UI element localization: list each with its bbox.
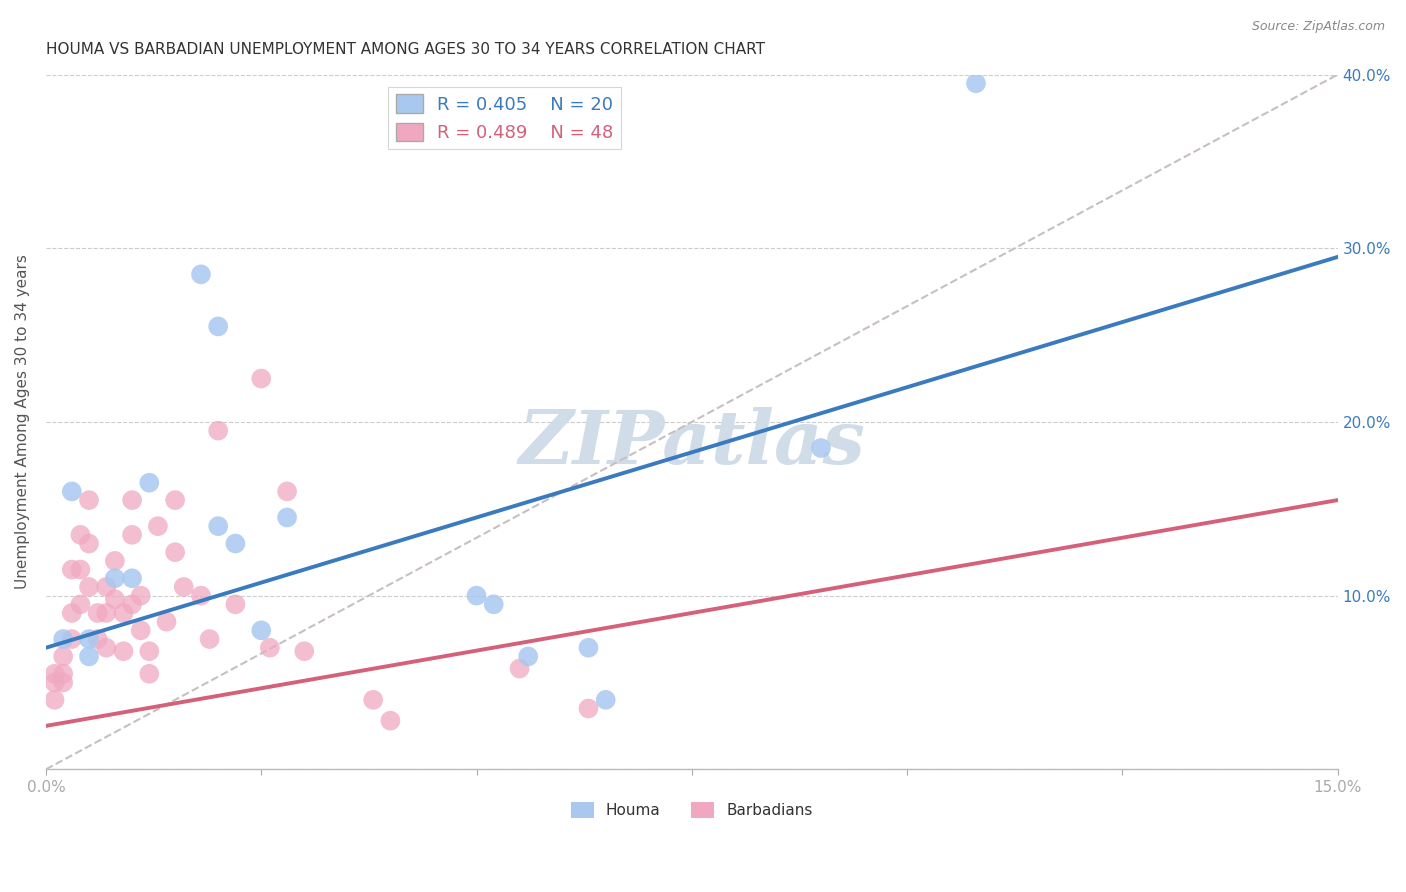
Point [224,597,246,611]
Text: HOUMA VS BARBADIAN UNEMPLOYMENT AMONG AGES 30 TO 34 YEARS CORRELATION CHART: HOUMA VS BARBADIAN UNEMPLOYMENT AMONG AG… [46,42,765,57]
Text: Source: ZipAtlas.com: Source: ZipAtlas.com [1251,20,1385,33]
Point [86,632,108,646]
Point [52,649,75,664]
Point [165,493,187,508]
Point [250,371,273,385]
Point [380,714,402,728]
Point [77,632,100,646]
Point [146,519,169,533]
Point [198,632,221,646]
Point [86,606,108,620]
Point [509,662,531,676]
Point [77,536,100,550]
Point [138,475,160,490]
Point [69,563,91,577]
Point [207,319,229,334]
Legend: Houma, Barbadians: Houma, Barbadians [565,796,818,824]
Point [482,597,505,611]
Point [250,624,273,638]
Point [155,615,177,629]
Point [465,589,488,603]
Point [190,268,212,282]
Point [129,624,152,638]
Point [292,644,315,658]
Point [44,675,66,690]
Point [60,563,83,577]
Point [69,597,91,611]
Point [361,693,384,707]
Point [121,493,143,508]
Point [77,580,100,594]
Point [517,649,540,664]
Point [965,76,987,90]
Point [578,701,600,715]
Point [165,545,187,559]
Y-axis label: Unemployment Among Ages 30 to 34 years: Unemployment Among Ages 30 to 34 years [15,254,30,590]
Point [138,666,160,681]
Point [96,580,118,594]
Point [96,606,118,620]
Point [52,666,75,681]
Point [129,589,152,603]
Point [60,632,83,646]
Point [104,554,127,568]
Point [69,528,91,542]
Point [810,441,832,455]
Point [112,606,135,620]
Point [259,640,281,655]
Point [77,649,100,664]
Point [578,640,600,655]
Point [121,597,143,611]
Point [276,510,298,524]
Point [121,571,143,585]
Point [52,632,75,646]
Point [104,571,127,585]
Point [173,580,195,594]
Point [52,675,75,690]
Point [44,693,66,707]
Point [121,528,143,542]
Point [138,644,160,658]
Point [60,606,83,620]
Point [276,484,298,499]
Point [96,640,118,655]
Point [207,519,229,533]
Point [224,536,246,550]
Point [190,589,212,603]
Point [207,424,229,438]
Point [104,592,127,607]
Point [112,644,135,658]
Point [60,484,83,499]
Point [595,693,617,707]
Point [77,493,100,508]
Point [44,666,66,681]
Text: ZIPatlas: ZIPatlas [519,407,865,479]
